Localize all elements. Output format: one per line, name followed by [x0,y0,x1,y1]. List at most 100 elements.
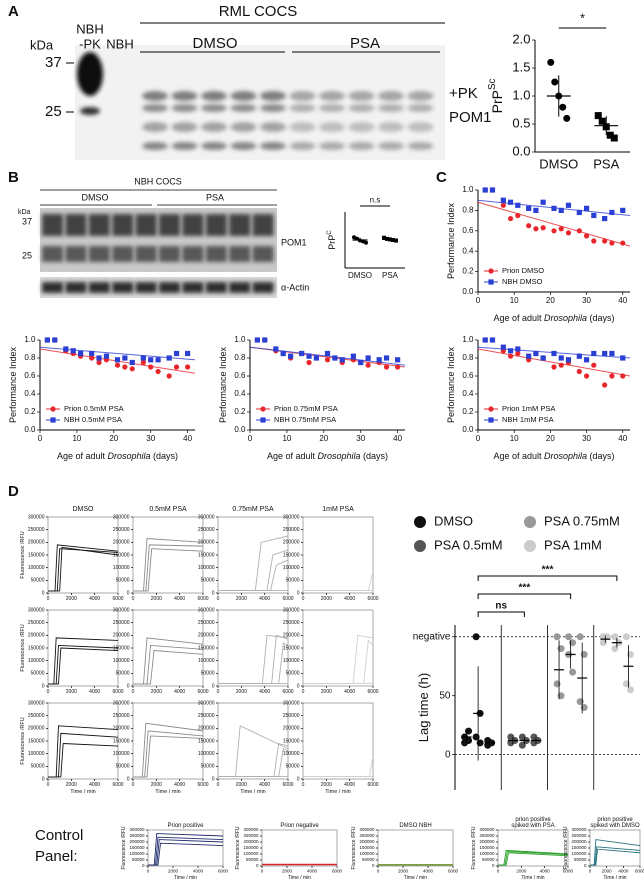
data-point [565,633,573,641]
x-tick-label: 4000 [344,596,355,602]
data-point [576,228,582,234]
curve [218,535,289,591]
y-tick-label: 200000 [283,540,300,546]
x-tick-label: 20 [546,434,555,443]
band [260,91,286,101]
y-tick-label: 150000 [359,845,375,850]
data-point [148,357,154,363]
lane-label: NBH [76,21,103,36]
significance-label: *** [519,583,531,594]
data-point [365,355,371,361]
control-panel-label: Panel: [35,848,78,865]
x-tick-label: 2000 [282,869,293,874]
x-tick-label: 4000 [307,869,318,874]
x-axis-label: Time / min [521,875,544,881]
title-line: prion positive [515,817,551,823]
western-blot [40,208,277,298]
data-point [166,355,172,361]
mw-marker: 37 [45,54,62,71]
y-tick-label: 150000 [283,738,300,744]
lane-label: NBH [106,36,133,51]
data-point [611,645,619,653]
y-tick-label: 2.0 [512,31,530,46]
y-tick-label: 250000 [28,527,45,533]
data-point [507,733,515,741]
x-tick-label: 4000 [344,782,355,788]
data-point [558,226,564,232]
y-tick-label: 300000 [113,607,130,613]
data-point [526,205,532,211]
data-point [122,364,128,370]
y-tick-label: 150000 [28,645,45,651]
y-axis-label: PrPSc [487,79,505,114]
x-tick-label: 0 [47,689,50,695]
y-tick-label: 0.8 [24,353,36,362]
y-tick-label: 200000 [479,839,495,844]
legend-label: NBH 1mM PSA [502,415,554,424]
x-axis-label-text: Time / min [70,789,95,795]
x-tick-label: 6000 [282,596,293,602]
x-tick-label: 30 [146,434,155,443]
data-point [540,199,546,205]
x-tick-label: 40 [183,434,192,443]
band [348,104,375,112]
data-point [352,235,356,240]
plot-frame [217,516,289,594]
significance-bracket [477,575,618,581]
x-tick-label: 4000 [540,869,551,874]
band [201,91,227,101]
curve [303,571,374,591]
y-tick-label: 250000 [28,713,45,719]
data-point [576,353,582,359]
x-tick-label: 4000 [193,869,204,874]
y-axis-label-text: Fluorescence /RFU [235,826,241,869]
y-tick-label: 0.6 [234,371,246,380]
y-tick-label: 0 [142,863,145,868]
band [205,246,227,262]
data-point [553,633,561,641]
y-tick-label: 50000 [116,671,130,677]
title-line: prion positive [597,817,633,823]
data-point [395,364,401,370]
data-point [583,205,590,211]
x-tick-label: 4000 [174,689,185,695]
x-tick-label: 2000 [321,596,332,602]
y-tick-label: 250000 [283,620,300,626]
legend-label: DMSO [434,513,473,528]
x-axis-label-text: Time / min [404,875,427,881]
x-tick-label: 10 [510,296,519,305]
x-axis-label-part: Drosophila [544,451,587,461]
y-tick-label: 1.5 [512,59,530,74]
band [42,282,63,293]
data-point [280,350,286,357]
x-axis-label-text: Time / min [155,789,180,795]
chart-title: 0.75mM PSA [232,506,274,513]
x-tick-label: 2000 [66,782,77,788]
y-tick-label: 100000 [283,565,300,571]
x-tick-label: 2000 [66,596,77,602]
band [112,214,134,236]
x-axis-label-part: (days) [587,313,615,323]
plot-frame [217,609,289,687]
y-tick-label: 150000 [198,552,215,558]
y-tick-label: 0.6 [462,226,474,235]
data-point [306,359,312,366]
panel-label: D [8,483,19,500]
curve [590,848,641,866]
curve [303,756,374,777]
x-tick-label: 4000 [89,689,100,695]
x-tick-label: 10 [72,434,81,443]
x-axis-label-text: Time / min [603,875,626,881]
x-tick-label: 0 [132,689,135,695]
group-label: PSA [206,192,224,202]
band [142,91,168,101]
data-point [551,205,557,211]
x-axis-label-text: Time / min [521,875,544,881]
y-tick-label: 250000 [129,833,145,838]
data-point [515,346,521,352]
y-axis-label-text: Performance Index [218,346,228,423]
data-point [383,364,390,370]
band [260,142,286,150]
data-point [489,337,496,343]
data-point [606,131,614,139]
